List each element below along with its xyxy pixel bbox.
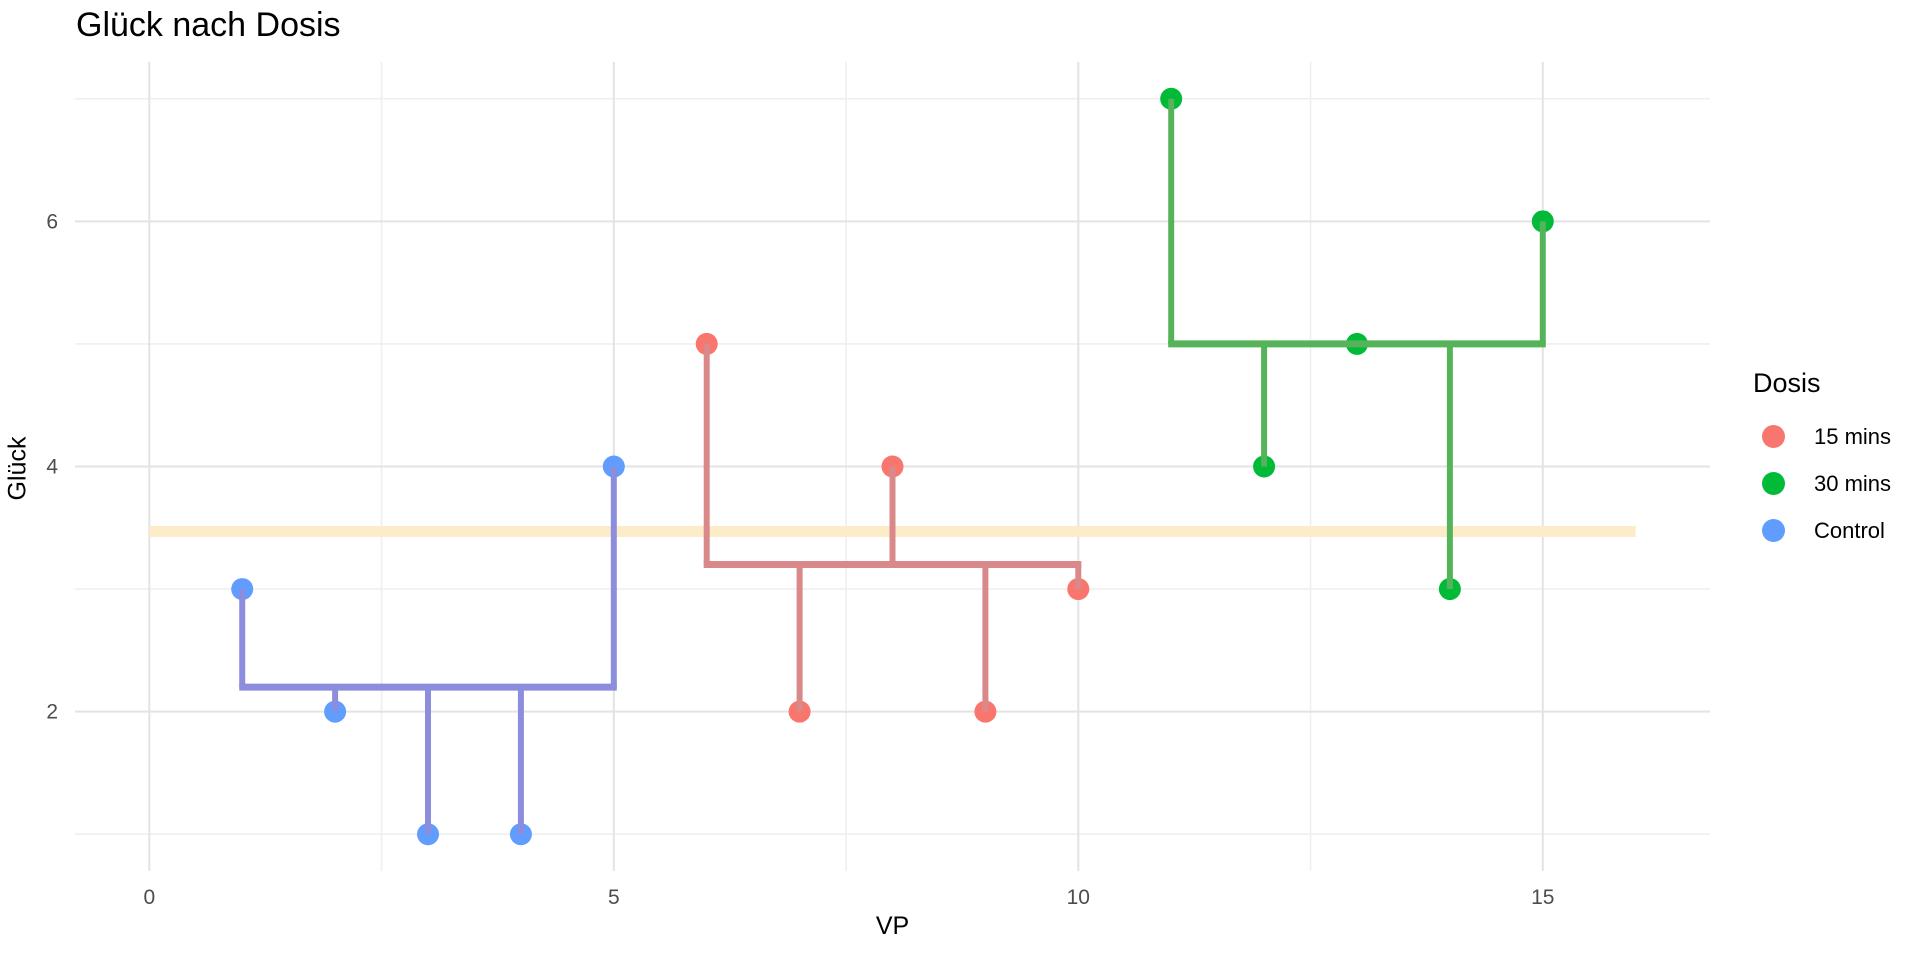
legend-key-circle-icon <box>1762 425 1785 448</box>
legend-item-label: 30 mins <box>1814 470 1892 496</box>
x-tick-label: 0 <box>143 886 155 909</box>
y-tick-label: 2 <box>46 701 58 724</box>
y-tick-label: 6 <box>46 210 58 233</box>
chart-title: Glück nach Dosis <box>76 6 341 44</box>
legend-title: Dosis <box>1753 368 1821 398</box>
y-tick-label: 4 <box>46 456 58 479</box>
x-axis-title: VP <box>875 912 910 940</box>
legend-item-control: Control <box>1753 507 1891 554</box>
legend-key-circle-icon <box>1762 519 1785 542</box>
legend: Dosis 15 mins 30 mins Control <box>1753 368 1891 554</box>
legend-item-label: 15 mins <box>1814 423 1892 449</box>
legend-key-circle-icon <box>1762 472 1785 495</box>
x-tick-label: 10 <box>1067 886 1090 909</box>
legend-item-30-mins: 30 mins <box>1753 460 1891 507</box>
legend-item-label: Control <box>1814 517 1885 543</box>
x-tick-label: 15 <box>1531 886 1554 909</box>
legend-item-15-mins: 15 mins <box>1753 413 1891 460</box>
x-tick-label: 5 <box>608 886 620 909</box>
y-axis-title: Glück <box>3 436 32 501</box>
